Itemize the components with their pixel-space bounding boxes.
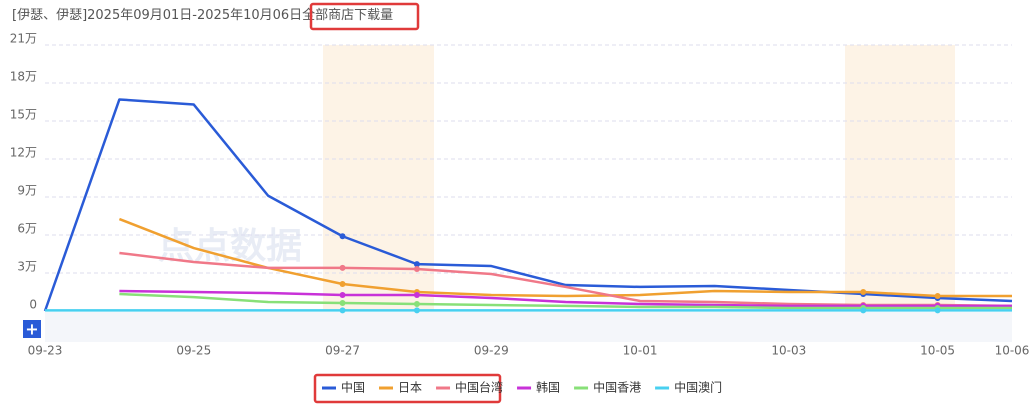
title-prefix: [伊瑟、伊瑟]2025年09月01日-2025年10月06日 [12, 8, 302, 23]
data-point [934, 307, 941, 314]
zoom-strip [45, 312, 1012, 342]
data-point [413, 261, 420, 268]
data-point [860, 307, 867, 314]
data-point [934, 293, 941, 300]
title: [伊瑟、伊瑟]2025年09月01日-2025年10月06日全部商店下载量 [12, 7, 393, 23]
data-point [413, 307, 420, 314]
x-tick-label: 09-23 [28, 344, 63, 358]
plot: 0 3万 6万 9万 12万 15万 18万 21万 09-23 09-25 09-27 09-29 1… [10, 32, 1030, 395]
data-point [339, 281, 346, 288]
data-point [413, 292, 420, 299]
legend-label: 中国 [341, 380, 365, 395]
add-button[interactable] [23, 320, 41, 338]
legend-label: 中国澳门 [674, 380, 722, 395]
y-tick-label: 18万 [10, 70, 37, 84]
weekend-band [845, 45, 955, 311]
data-point [339, 264, 346, 271]
data-point [339, 300, 346, 307]
legend-label: 日本 [398, 381, 422, 395]
legend-highlight-box [313, 373, 502, 404]
data-point [413, 265, 420, 272]
y-tick-label: 6万 [17, 222, 37, 236]
y-tick-label: 21万 [10, 32, 37, 46]
x-tick-label: 09-29 [474, 344, 509, 358]
data-point [860, 289, 867, 295]
legend-label: 中国香港 [593, 380, 641, 395]
data-point [413, 301, 420, 308]
data-point [339, 292, 346, 299]
x-tick-label: 10-06 [995, 344, 1030, 358]
y-tick-label: 15万 [10, 108, 37, 122]
data-point [339, 307, 346, 314]
data-point [339, 233, 346, 240]
x-tick-label: 10-03 [771, 344, 806, 358]
y-tick-label: 3万 [17, 260, 37, 274]
y-tick-label: 9万 [17, 184, 37, 198]
series-line [43, 98, 1013, 312]
x-tick-label: 10-05 [920, 344, 955, 358]
x-tick-label: 09-27 [325, 344, 360, 358]
x-tick-label: 10-01 [623, 344, 658, 358]
highlight-box [309, 2, 420, 31]
add-button-label[interactable]: + [25, 320, 38, 339]
legend-label: 中国台湾 [455, 380, 503, 395]
x-tick-label: 09-25 [176, 344, 211, 358]
legend-label: 韩国 [536, 380, 560, 395]
title-highlight: 全部商店下载量 [302, 7, 393, 23]
y-tick-label: 12万 [10, 146, 37, 160]
y-tick-label: 0 [29, 298, 37, 312]
